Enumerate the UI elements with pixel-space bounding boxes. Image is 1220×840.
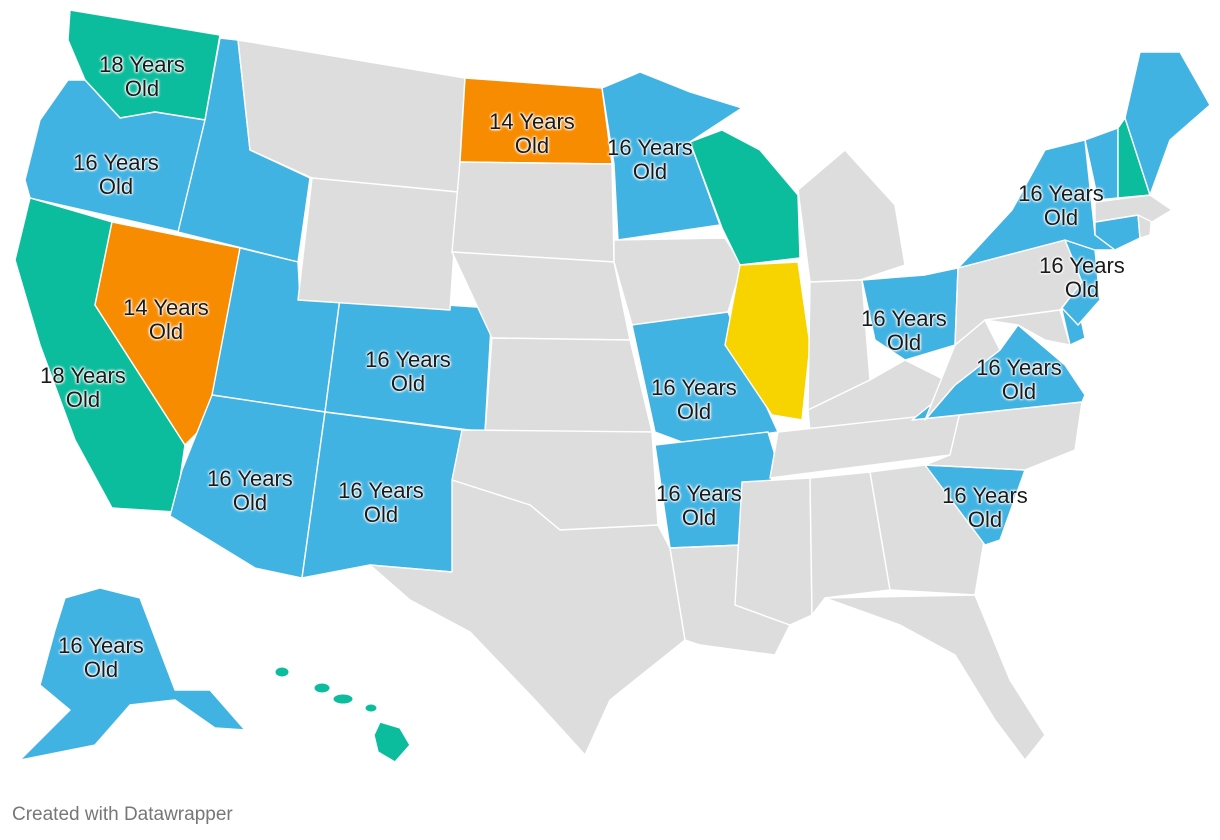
state-GA — [869, 464, 986, 596]
state-FL — [824, 594, 1046, 761]
state-TX — [369, 479, 686, 756]
label-MO: 16 Years Old — [651, 375, 737, 424]
state-HI — [274, 666, 411, 763]
label-OR: 16 Years Old — [73, 150, 159, 199]
state-IA — [613, 237, 743, 326]
state-MS — [734, 477, 813, 626]
us-choropleth-map — [14, 9, 1211, 763]
state-IL — [724, 261, 811, 421]
map-canvas — [14, 9, 1211, 763]
label-ND: 14 Years Old — [489, 109, 575, 158]
state-WV — [924, 319, 1001, 421]
label-AZ: 16 Years Old — [207, 466, 293, 515]
label-AR: 16 Years Old — [656, 481, 742, 530]
state-WY — [297, 177, 459, 311]
label-NM: 16 Years Old — [338, 478, 424, 527]
datawrapper-credit: Created with Datawrapper — [12, 804, 233, 825]
label-CA: 18 Years Old — [40, 363, 126, 412]
label-NY: 16 Years Old — [1018, 181, 1104, 230]
label-SC: 16 Years Old — [942, 483, 1028, 532]
label-NV: 14 Years Old — [123, 295, 209, 344]
label-VA: 16 Years Old — [976, 355, 1062, 404]
label-WA: 18 Years Old — [99, 52, 185, 101]
label-MN: 16 Years Old — [607, 135, 693, 184]
label-CO: 16 Years Old — [365, 347, 451, 396]
state-ME — [1124, 51, 1211, 196]
label-AK: 16 Years Old — [58, 633, 144, 682]
state-AL — [809, 471, 891, 616]
label-OH: 16 Years Old — [861, 306, 947, 355]
state-MD — [984, 309, 1071, 346]
state-MI — [797, 149, 906, 283]
state-AK — [19, 587, 246, 761]
label-NJ: 16 Years Old — [1039, 253, 1125, 302]
state-WI — [689, 129, 801, 266]
